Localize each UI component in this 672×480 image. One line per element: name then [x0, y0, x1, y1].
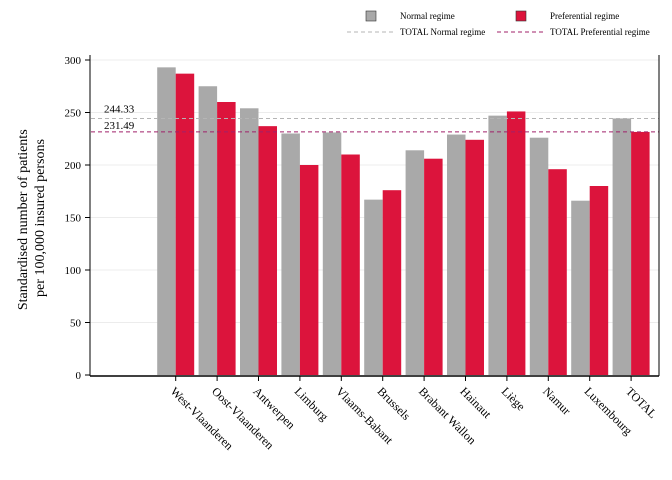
- legend-label: Normal regime: [400, 11, 455, 21]
- bar-preferential: [631, 131, 650, 375]
- reference-line-label: 231.49: [104, 120, 135, 132]
- bar-preferential: [506, 111, 526, 375]
- bar-preferential: [424, 158, 443, 375]
- y-tick-label: 0: [76, 370, 82, 382]
- legend-label: TOTAL Preferential regime: [550, 27, 650, 37]
- bar-normal: [198, 86, 218, 375]
- bars: [157, 67, 650, 376]
- bar-normal: [612, 118, 632, 376]
- bar-normal: [364, 199, 383, 375]
- bar-normal: [281, 133, 300, 375]
- x-axis-labels: West-VlaanderenOost-VlaanderenAntwerpenL…: [168, 376, 660, 453]
- bar-preferential: [217, 102, 236, 375]
- bar-preferential: [548, 169, 567, 375]
- y-axis-ticks: 0 50 100 150 200 250 300: [65, 55, 90, 382]
- bar-preferential: [341, 154, 360, 375]
- y-axis-label: Standardised number of patients per 100,…: [16, 126, 48, 310]
- legend-label: Preferential regime: [550, 11, 619, 21]
- y-axis-label-line-1: Standardised number of patients: [16, 129, 31, 310]
- x-tick-label: Brussels: [375, 384, 414, 423]
- legend-swatch: [515, 10, 527, 22]
- legend-label: TOTAL Normal regime: [400, 27, 485, 37]
- bar-preferential: [175, 73, 195, 376]
- x-tick-label: Namur: [540, 384, 573, 417]
- bar-normal: [157, 67, 176, 375]
- y-tick-label: 250: [65, 108, 82, 120]
- y-tick-label: 50: [70, 318, 82, 330]
- y-tick-label: 200: [65, 160, 82, 172]
- bar-normal: [529, 137, 549, 375]
- bar-normal: [322, 132, 342, 375]
- bar-normal: [447, 134, 466, 375]
- legend: Normal regime Preferential regime TOTAL No…: [347, 10, 650, 37]
- reference-lines: 244.33 231.49: [91, 103, 659, 133]
- reference-line-label: 244.33: [104, 103, 135, 115]
- bar-normal: [240, 108, 259, 376]
- y-tick-label: 150: [65, 213, 82, 225]
- bar-normal: [571, 200, 590, 375]
- x-tick-label: Hainaut: [457, 384, 494, 421]
- y-tick-label: 300: [65, 55, 82, 67]
- bar-preferential: [382, 190, 402, 375]
- legend-swatch: [365, 10, 377, 22]
- bar-preferential: [589, 186, 609, 375]
- bar-preferential: [258, 126, 277, 376]
- bar-preferential: [465, 139, 484, 375]
- y-axis-label-line-2: per 100,000 insured persons: [33, 139, 48, 297]
- bar-preferential: [299, 165, 319, 375]
- x-tick-label: Liège: [499, 384, 528, 413]
- bar-normal: [405, 150, 425, 375]
- x-tick-label: Limburg: [292, 384, 331, 423]
- y-tick-label: 100: [65, 265, 82, 277]
- bar-normal: [488, 115, 507, 376]
- x-tick-label: TOTAL: [623, 384, 660, 421]
